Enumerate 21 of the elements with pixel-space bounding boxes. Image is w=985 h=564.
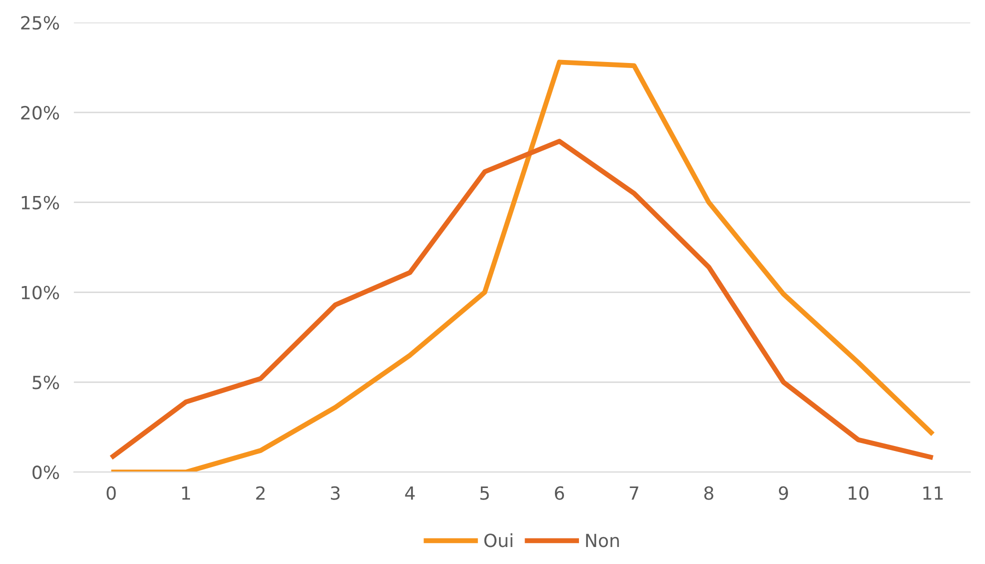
y-tick-label: 10% bbox=[22, 286, 59, 300]
x-tick-label: 6 bbox=[554, 486, 564, 500]
x-tick-label: 4 bbox=[405, 486, 415, 500]
x-tick-label: 5 bbox=[480, 486, 489, 500]
x-tick-label: 2 bbox=[256, 486, 265, 500]
x-tick-label: 0 bbox=[106, 486, 116, 500]
y-tick-label: 25% bbox=[21, 16, 59, 30]
legend-label: Non bbox=[586, 534, 619, 548]
legend-label: Oui bbox=[484, 533, 512, 548]
line-series bbox=[108, 138, 936, 460]
x-tick-label: 3 bbox=[330, 486, 340, 500]
x-tick-label: 1 bbox=[182, 486, 190, 500]
y-tick-label: 5% bbox=[32, 376, 59, 390]
y-tick-label: 15% bbox=[22, 196, 59, 210]
x-tick-label: 8 bbox=[704, 486, 714, 500]
x-tick-label: 7 bbox=[630, 486, 638, 500]
x-tick-label: 10 bbox=[848, 486, 868, 500]
y-tick-label: 20% bbox=[21, 106, 59, 120]
x-tick-label: 9 bbox=[778, 486, 788, 500]
x-tick-label: 11 bbox=[923, 486, 943, 500]
y-tick-label: 0% bbox=[32, 466, 59, 480]
